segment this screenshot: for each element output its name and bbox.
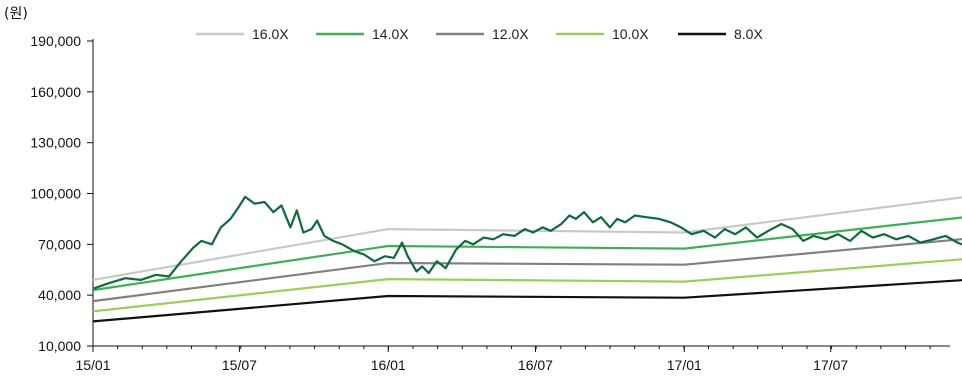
x-tick-label: 16/07 — [518, 357, 553, 373]
legend-item: 8.0X — [678, 26, 763, 42]
legend-item: 10.0X — [556, 26, 649, 42]
y-tick-label: 160,000 — [30, 84, 81, 100]
legend-label: 10.0X — [612, 26, 649, 42]
y-tick-label: 10,000 — [38, 338, 81, 354]
band-line-12-0x — [92, 238, 962, 303]
y-tick-label: 130,000 — [30, 135, 81, 151]
legend-item: 16.0X — [196, 26, 289, 42]
legend-item: 12.0X — [436, 26, 529, 42]
x-tick-label: 15/07 — [222, 357, 257, 373]
legend-label: 16.0X — [252, 26, 289, 42]
legend-label: 14.0X — [372, 26, 409, 42]
legend-label: 8.0X — [734, 26, 763, 42]
x-tick-label: 16/01 — [371, 357, 406, 373]
band-line-14-0x — [92, 216, 962, 292]
band-line-16-0x — [92, 196, 962, 281]
stock-price-path — [93, 195, 962, 290]
legend: 16.0X 14.0X 12.0X 10.0X 8.0X — [196, 26, 763, 42]
band-line-10-0x — [92, 258, 962, 313]
stock-price-line — [93, 195, 962, 290]
y-tick-label: 190,000 — [30, 33, 81, 49]
y-axis-unit-label: (원) — [4, 6, 28, 22]
x-tick-label: 17/01 — [667, 357, 702, 373]
axes: 190,000 160,000 130,000 100,000 70,000 40,000… — [30, 33, 962, 373]
x-tick-label: 15/01 — [75, 357, 110, 373]
legend-label: 12.0X — [492, 26, 529, 42]
x-tick-label: 17/07 — [813, 357, 848, 373]
y-tick-label: 100,000 — [30, 186, 81, 202]
y-tick-label: 70,000 — [38, 236, 81, 252]
legend-item: 14.0X — [316, 26, 409, 42]
y-tick-label: 40,000 — [38, 287, 81, 303]
per-band-lines — [92, 196, 962, 323]
band-line-8-0x — [92, 279, 962, 323]
